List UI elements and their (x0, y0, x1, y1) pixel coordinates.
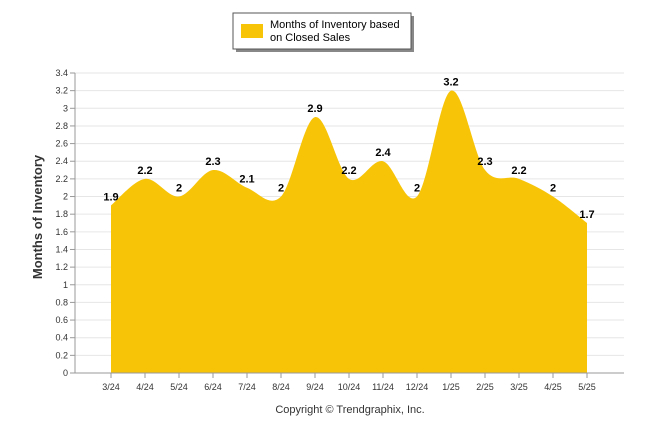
x-tick-label: 10/24 (338, 382, 361, 392)
data-label: 2.2 (511, 165, 526, 177)
data-label: 3.2 (443, 77, 458, 89)
y-tick-label: 2.4 (55, 156, 68, 166)
y-tick-label: 1.4 (55, 244, 68, 254)
x-tick-label: 12/24 (406, 382, 429, 392)
y-tick-label: 3 (63, 103, 68, 113)
y-axis: 0 0.2 0.4 0.6 0.8 1 1.2 1.4 1.6 1.8 2 2.2 2.4 2.6 2.8 3… (55, 68, 76, 378)
data-label: 1.7 (579, 209, 594, 221)
data-label: 2.9 (307, 103, 322, 115)
x-tick-label: 11/24 (372, 382, 394, 392)
x-tick-label: 9/24 (306, 382, 324, 392)
x-tick-label: 6/24 (204, 382, 222, 392)
area-series-path (111, 90, 587, 373)
data-label: 2.3 (477, 156, 492, 168)
legend-swatch (241, 24, 263, 38)
y-tick-label: 2.8 (55, 121, 68, 131)
y-tick-label: 0 (63, 368, 68, 378)
data-label: 2.2 (341, 165, 356, 177)
x-tick-label: 4/24 (136, 382, 154, 392)
x-tick-label: 4/25 (544, 382, 562, 392)
y-tick-label: 2 (63, 192, 68, 202)
series-area (111, 90, 587, 373)
x-tick-label: 5/24 (170, 382, 188, 392)
y-tick-label: 3.2 (55, 86, 68, 96)
data-label: 2.1 (239, 174, 254, 186)
y-tick-label: 0.4 (55, 333, 68, 343)
x-tick-label: 5/25 (578, 382, 596, 392)
y-tick-label: 2.6 (55, 139, 68, 149)
data-label: 2 (550, 183, 556, 195)
data-label: 2 (414, 183, 420, 195)
y-tick-label: 1.8 (55, 209, 68, 219)
legend-line-2: on Closed Sales (270, 32, 351, 44)
y-tick-label: 1 (63, 280, 68, 290)
y-tick-label: 0.2 (55, 350, 68, 360)
data-label: 2 (176, 183, 182, 195)
data-label: 2.3 (205, 156, 220, 168)
x-tick-label: 8/24 (272, 382, 290, 392)
x-tick-label: 2/25 (476, 382, 494, 392)
x-tick-label: 1/25 (442, 382, 460, 392)
y-tick-label: 1.2 (55, 262, 68, 272)
legend: Months of Inventory based on Closed Sale… (232, 12, 414, 52)
x-tick-label: 3/25 (510, 382, 528, 392)
y-tick-label: 3.4 (55, 68, 68, 78)
x-axis: 3/24 4/24 5/24 6/24 7/24 8/24 9/24 10/24 11/24 12… (75, 372, 624, 392)
copyright: Copyright © Trendgraphix, Inc. (275, 404, 424, 416)
x-tick-label: 7/24 (238, 382, 256, 392)
data-label: 2 (278, 183, 284, 195)
data-label: 2.2 (137, 165, 152, 177)
x-tick-label: 3/24 (102, 382, 120, 392)
y-tick-label: 1.6 (55, 227, 68, 237)
data-labels: 1.9 2.2 2 2.3 2.1 2 2.9 2.2 2.4 2 3.2 2.3 2.2 2 1.7 (103, 77, 594, 221)
y-axis-title: Months of Inventory (30, 154, 45, 279)
data-label: 2.4 (375, 147, 391, 159)
data-label: 1.9 (103, 191, 118, 203)
y-tick-label: 0.6 (55, 315, 68, 325)
y-tick-label: 0.8 (55, 297, 68, 307)
legend-line-1: Months of Inventory based (270, 19, 400, 31)
y-tick-label: 2.2 (55, 174, 68, 184)
